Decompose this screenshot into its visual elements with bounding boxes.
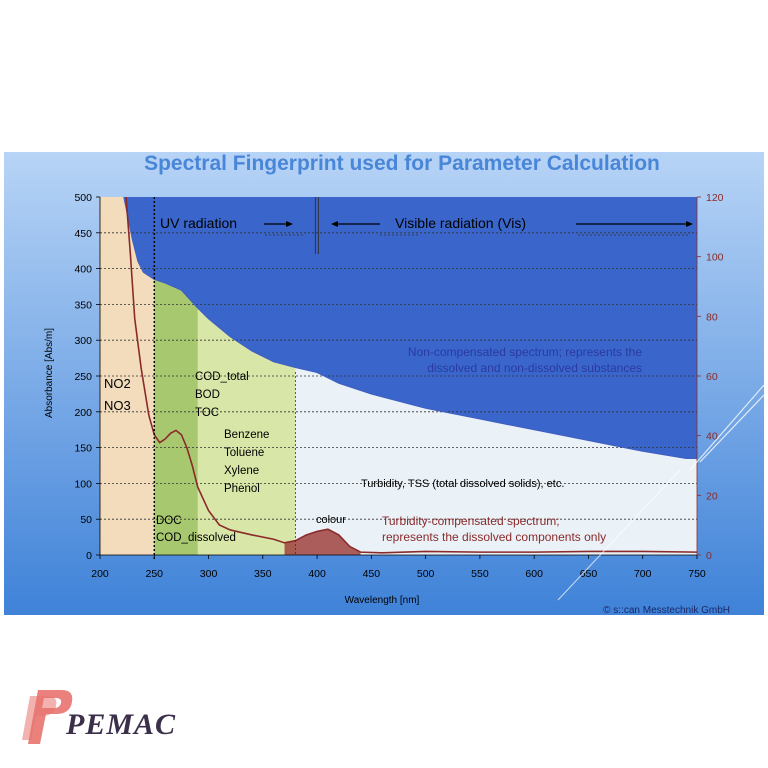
annotation-cod-total: COD_total [195,371,249,383]
x-tick-label: 200 [91,568,109,580]
annotation-toc: TOC [195,407,219,419]
x-tick-label: 600 [525,568,543,580]
annotation-no3: NO3 [104,398,131,413]
y2-tick-label: 0 [706,550,712,562]
annotation-bod: BOD [195,389,220,401]
uv-arrow-head [286,221,293,227]
annotation-xylene: Xylene [224,465,259,477]
y-tick-label: 150 [74,443,92,455]
y2-tick-label: 120 [706,192,724,204]
annotation-uv: UV radiation [160,215,237,231]
chart-title: Spectral Fingerprint used for Parameter … [144,152,660,175]
x-tick-label: 450 [363,568,381,580]
colour-peak-fill [284,529,361,555]
vis-arrow-left-head [331,221,338,227]
decorative-stripe [689,384,765,471]
annotation-noncomp-1: Non-compensated spectrum; represents the [408,345,642,359]
compensated-spectrum-line [125,196,698,554]
y2-tick-label: 80 [706,311,718,323]
axis-title-y: Absorbance [Abs/m] [44,328,55,418]
y-tick-label: 200 [74,407,92,419]
y-tick-label: 100 [74,478,92,490]
annotation-vis: Visible radiation (Vis) [395,215,526,231]
x-tick-label: 350 [254,568,272,580]
x-tick-label: 400 [308,568,326,580]
y2-tick-label: 40 [706,431,718,443]
y-tick-label: 300 [74,335,92,347]
annotation-colour: colour [316,514,346,526]
x-tick-label: 500 [417,568,435,580]
x-tick-label: 300 [200,568,218,580]
y-tick-label: 500 [74,192,92,204]
y2-tick-label: 20 [706,490,718,502]
annotation-no2: NO2 [104,376,131,391]
noncompensated-spectrum-line [123,196,697,459]
y-tick-label: 400 [74,264,92,276]
pemac-logo: PEMAC [18,688,175,750]
x-tick-label: 750 [688,568,706,580]
pemac-logo-mark [22,690,73,744]
annotation-benzene: Benzene [224,429,269,441]
annotation-noncomp-2: dissolved and non-dissolved substances [427,361,642,375]
x-tick-label: 700 [634,568,652,580]
annotation-toluene: Toluene [224,447,264,459]
annotation-phenol: Phenol [224,483,260,495]
y-tick-label: 50 [80,514,92,526]
y-tick-label: 450 [74,228,92,240]
x-tick-label: 550 [471,568,489,580]
y-tick-label: 250 [74,371,92,383]
annotation-doc: DOC [156,515,182,527]
annotation-turbidity: Turbidity, TSS (total dissolved solids),… [361,478,564,490]
decorative-stripe [699,394,765,463]
annotation-comp-1: Turbidity-compensated spectrum; [382,514,560,528]
y2-tick-label: 60 [706,371,718,383]
annotation-comp-2: represents the dissolved components only [382,530,606,544]
y-tick-label: 350 [74,299,92,311]
x-tick-label: 250 [146,568,164,580]
pemac-logo-text: PEMAC [66,708,177,741]
y2-tick-label: 100 [706,252,724,264]
vis-arrow-right-head [686,221,693,227]
x-tick-label: 650 [580,568,598,580]
noncompensated-area [123,197,697,459]
decorative-stripe [557,469,681,601]
y-tick-label: 0 [86,550,92,562]
credit-text: © s::can Messtechnik GmbH [603,605,730,616]
axis-title-x: Wavelength [nm] [345,595,420,606]
annotation-cod-dissolved: COD_dissolved [156,532,236,544]
